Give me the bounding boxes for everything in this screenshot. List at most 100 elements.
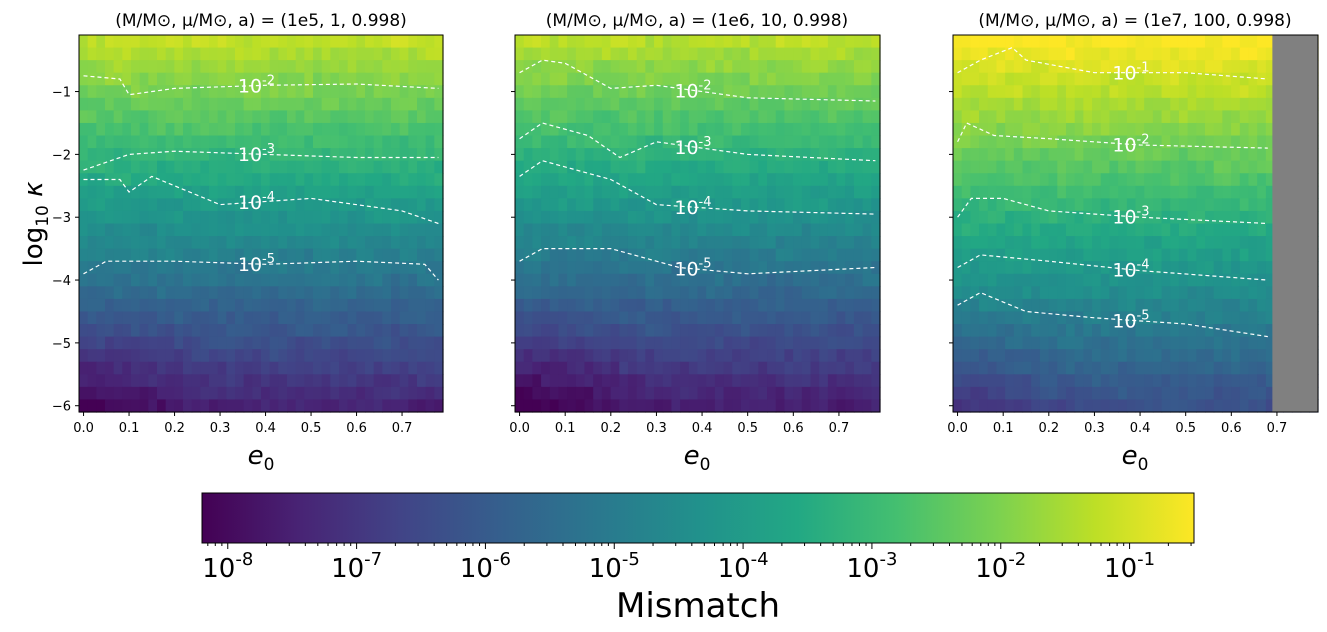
- heatmap-cell: [174, 210, 184, 225]
- heatmap-cell: [1257, 386, 1267, 401]
- heatmap-cell: [382, 386, 392, 401]
- heatmap-cell: [391, 223, 401, 237]
- heatmap-cell: [819, 386, 829, 401]
- heatmap-cell: [671, 386, 681, 401]
- heatmap-cell: [1257, 236, 1267, 250]
- heatmap-cell: [1031, 72, 1041, 86]
- heatmap-cell: [105, 311, 115, 325]
- heatmap-cell: [1118, 122, 1128, 137]
- heatmap-cell: [593, 97, 603, 111]
- heatmap-cell: [313, 223, 323, 237]
- x-tick-label: 0.2: [1038, 421, 1059, 436]
- heatmap-cell: [347, 85, 357, 99]
- heatmap-cell: [532, 160, 542, 174]
- heatmap-cell: [1039, 198, 1050, 212]
- heatmap-cell: [575, 148, 586, 162]
- heatmap-cell: [732, 273, 742, 287]
- heatmap-cell: [845, 60, 855, 74]
- heatmap-cell: [953, 198, 963, 212]
- heatmap-cell: [584, 374, 594, 388]
- heatmap-cell: [549, 324, 560, 338]
- heatmap-cell: [243, 173, 253, 187]
- heatmap-cell: [1135, 273, 1145, 287]
- heatmap-cell: [235, 399, 245, 413]
- heatmap-cell: [619, 261, 629, 275]
- heatmap-cell: [784, 286, 794, 300]
- heatmap-cell: [836, 261, 846, 275]
- heatmap-cell: [96, 160, 106, 174]
- heatmap-cell: [1031, 236, 1041, 250]
- heatmap-cell: [330, 135, 340, 149]
- heatmap-cell: [165, 210, 175, 225]
- heatmap-cell: [373, 85, 383, 99]
- heatmap-cell: [749, 198, 759, 212]
- heatmap-cell: [191, 261, 201, 275]
- heatmap-cell: [1144, 349, 1154, 363]
- heatmap-cell: [157, 210, 167, 225]
- heatmap-cell: [235, 236, 245, 250]
- heatmap-cell: [157, 311, 167, 325]
- heatmap-cell: [1213, 47, 1223, 61]
- heatmap-cell: [209, 173, 219, 187]
- heatmap-cell: [523, 60, 533, 74]
- heatmap-cell: [330, 374, 340, 388]
- heatmap-cell: [996, 85, 1006, 99]
- heatmap-cell: [979, 236, 989, 250]
- heatmap-cell: [96, 135, 106, 149]
- heatmap-cell: [139, 248, 149, 262]
- heatmap-cell: [636, 223, 646, 237]
- heatmap-cell: [131, 286, 141, 300]
- heatmap-cell: [619, 324, 629, 338]
- heatmap-cell: [593, 399, 603, 413]
- heatmap-cell: [217, 72, 227, 86]
- heatmap-cell: [131, 110, 141, 124]
- heatmap-cell: [408, 110, 418, 124]
- heatmap-cell: [339, 135, 349, 149]
- heatmap-cell: [209, 110, 219, 124]
- heatmap-cell: [1231, 223, 1241, 237]
- heatmap-cell: [148, 261, 158, 275]
- heatmap-cell: [1065, 97, 1076, 111]
- heatmap-cell: [1222, 248, 1232, 262]
- heatmap-cell: [148, 336, 158, 350]
- heatmap-cell: [541, 185, 551, 199]
- heatmap-cell: [523, 248, 533, 262]
- heatmap-cell: [1048, 210, 1058, 225]
- heatmap-cell: [775, 160, 785, 174]
- heatmap-cell: [996, 311, 1006, 325]
- heatmap-cell: [1013, 185, 1024, 199]
- heatmap-cell: [148, 248, 158, 262]
- heatmap-cell: [961, 210, 971, 225]
- heatmap-cell: [1144, 298, 1154, 313]
- heatmap-cell: [330, 110, 340, 124]
- heatmap-cell: [593, 198, 603, 212]
- heatmap-cell: [287, 110, 297, 124]
- heatmap-cell: [79, 35, 89, 49]
- heatmap-cell: [131, 35, 141, 49]
- heatmap-cell: [408, 47, 418, 61]
- heatmap-cell: [1178, 298, 1189, 313]
- heatmap-cell: [408, 311, 418, 325]
- heatmap-cell: [532, 311, 542, 325]
- heatmap-cell: [356, 110, 366, 124]
- heatmap-cell: [688, 72, 699, 86]
- heatmap-cell: [793, 261, 803, 275]
- heatmap-cell: [1178, 248, 1189, 262]
- heatmap-cell: [278, 173, 288, 187]
- heatmap-cell: [356, 85, 366, 99]
- heatmap-cell: [1213, 324, 1223, 338]
- heatmap-cell: [79, 60, 89, 74]
- heatmap-cell: [775, 210, 785, 225]
- y-tick-label: −3: [52, 211, 71, 226]
- heatmap-cell: [714, 148, 725, 162]
- heatmap-cell: [1013, 311, 1024, 325]
- heatmap-cell: [339, 72, 349, 86]
- heatmap-cell: [165, 60, 175, 74]
- heatmap-cell: [845, 173, 855, 187]
- heatmap-cell: [261, 361, 271, 375]
- heatmap-cell: [217, 261, 227, 275]
- heatmap-cell: [732, 185, 742, 199]
- heatmap-cell: [1196, 324, 1206, 338]
- heatmap-cell: [200, 361, 210, 375]
- heatmap-cell: [79, 261, 89, 275]
